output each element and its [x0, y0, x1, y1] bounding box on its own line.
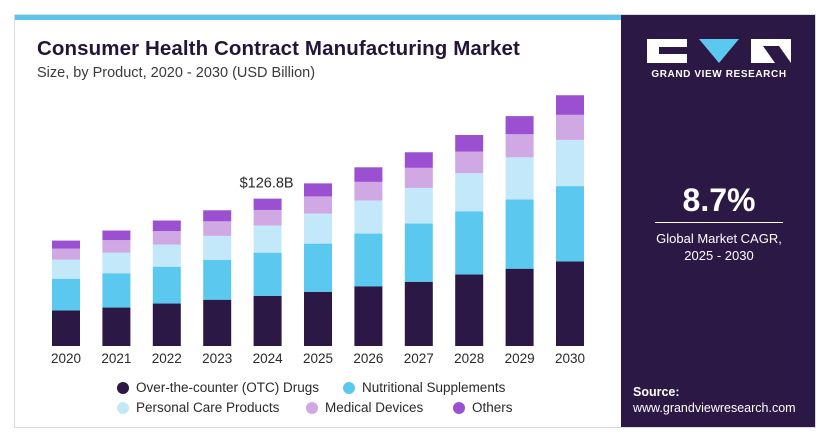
bar-segment-2027-2 [404, 187, 433, 224]
x-tick-2025: 2025 [303, 351, 333, 366]
cagr-label: Global Market CAGR, 2025 - 2030 [621, 230, 815, 264]
bar-segment-2024-0 [253, 295, 282, 346]
bar-segment-2030-1 [556, 186, 584, 262]
bar-segment-2029-1 [505, 199, 534, 269]
bar-segment-2020-0 [52, 310, 80, 346]
bar-segment-2030-4 [556, 95, 584, 115]
cagr-value: 8.7% [682, 182, 756, 218]
bar-segment-2021-2 [102, 252, 131, 274]
bar-segment-2026-2 [354, 200, 383, 234]
bar-segment-2028-2 [455, 173, 484, 212]
x-tick-2020: 2020 [51, 351, 81, 366]
bar-segment-2027-3 [404, 167, 433, 188]
bar-segment-2023-4 [203, 210, 232, 222]
bar-segment-2029-0 [505, 268, 534, 346]
bar-segment-2025-1 [304, 243, 332, 292]
bar-segment-2024-4 [253, 198, 282, 210]
bar-segment-2022-1 [152, 266, 181, 304]
legend-item-nutritional: Nutritional Supplements [343, 380, 505, 395]
bar-segment-2025-3 [304, 196, 332, 214]
bar-segment-2029-3 [505, 134, 534, 158]
bar-segment-2022-4 [152, 220, 181, 232]
bar-segment-2025-2 [304, 213, 332, 244]
source-link[interactable]: www.grandviewresearch.com [633, 401, 796, 415]
bar-segment-2028-3 [455, 151, 484, 174]
bar-segment-2026-1 [354, 233, 383, 287]
bar-segment-2021-3 [102, 240, 131, 253]
chart-card: Consumer Health Contract Manufacturing M… [14, 14, 816, 428]
legend-label-otc: Over-the-counter (OTC) Drugs [136, 380, 320, 395]
x-tick-2026: 2026 [353, 351, 383, 366]
bar-segment-2029-2 [505, 157, 534, 200]
bar-segment-2022-2 [152, 244, 181, 267]
bar-segment-2023-0 [203, 299, 232, 346]
brand-name: GRAND VIEW RESEARCH [651, 69, 787, 80]
bar-segment-2022-0 [152, 303, 181, 346]
bar-segment-2020-3 [52, 248, 80, 260]
bar-segment-2029-4 [505, 116, 534, 135]
bar-segment-2023-2 [203, 235, 232, 260]
legend-item-personal-care: Personal Care Products [117, 400, 279, 415]
bar-segment-2023-1 [203, 259, 232, 300]
bar-segment-2025-4 [304, 183, 332, 197]
bar-segment-2030-3 [556, 114, 584, 140]
bar-segment-2028-1 [455, 211, 484, 275]
x-tick-2021: 2021 [101, 351, 131, 366]
bar-segment-2024-1 [253, 252, 282, 296]
sidebar-panel: GRAND VIEW RESEARCH 8.7% Global Market C… [621, 15, 815, 427]
bar-segment-2028-0 [455, 274, 484, 346]
bar-segment-2026-4 [354, 167, 383, 182]
legend-label-others: Others [472, 400, 513, 415]
annotation-label-2024: $126.8B [240, 176, 294, 192]
legend-swatch-otc [117, 381, 129, 394]
legend-label-personal-care: Personal Care Products [136, 400, 280, 415]
bar-segment-2024-3 [253, 209, 282, 226]
bar-segment-2020-4 [52, 240, 80, 249]
bar-segment-2021-4 [102, 230, 131, 241]
x-tick-2027: 2027 [404, 351, 434, 366]
x-tick-2029: 2029 [505, 351, 535, 366]
legend-swatch-personal-care [117, 401, 129, 414]
x-tick-2023: 2023 [202, 351, 232, 366]
legend-swatch-medical-devices [306, 401, 318, 414]
chart-title: Consumer Health Contract Manufacturing M… [37, 37, 520, 60]
legend-swatch-nutritional [343, 381, 355, 394]
x-tick-2028: 2028 [454, 351, 484, 366]
bar-segment-2027-0 [404, 281, 433, 346]
bar-segment-2030-0 [556, 261, 584, 346]
bar-segment-2025-0 [304, 291, 332, 346]
grand-view-research-logo [647, 39, 791, 63]
bar-segment-2024-2 [253, 225, 282, 253]
cagr-divider [655, 222, 783, 223]
bar-segment-2028-4 [455, 134, 484, 152]
stacked-bar-chart: 2020 2021 2022 2023 $126.8B 2024 2025 2026 2027 2… [51, 95, 585, 366]
cagr-label-line1: Global Market CAGR, [656, 231, 782, 246]
bar-segment-2023-3 [203, 221, 232, 236]
bar-segment-2020-2 [52, 259, 80, 279]
cagr-label-line2: 2025 - 2030 [684, 248, 754, 263]
bar-segment-2021-1 [102, 273, 131, 308]
bar-segment-2021-0 [102, 307, 131, 346]
bar-segment-2026-3 [354, 181, 383, 201]
bar-segment-2027-4 [404, 152, 433, 168]
legend-item-otc: Over-the-counter (OTC) Drugs [117, 380, 319, 395]
x-tick-2022: 2022 [152, 351, 182, 366]
chart-subtitle: Size, by Product, 2020 - 2030 (USD Billi… [37, 65, 316, 81]
accent-bar [15, 15, 621, 20]
bar-segment-2022-3 [152, 231, 181, 245]
legend-label-medical-devices: Medical Devices [325, 400, 424, 415]
bar-segment-2026-0 [354, 286, 383, 346]
bar-segment-2020-1 [52, 278, 80, 311]
legend-item-others: Others [453, 400, 513, 415]
legend-swatch-others [453, 401, 465, 414]
source-label: Source: [633, 385, 680, 399]
x-tick-2024: 2024 [253, 351, 284, 366]
bar-segment-2027-1 [404, 223, 433, 282]
legend-item-medical-devices: Medical Devices [306, 400, 423, 415]
chart-legend: Over-the-counter (OTC) Drugs Nutritional… [15, 15, 621, 427]
x-tick-2030: 2030 [555, 351, 585, 366]
bar-segment-2030-2 [556, 139, 584, 187]
legend-label-nutritional: Nutritional Supplements [362, 380, 506, 395]
